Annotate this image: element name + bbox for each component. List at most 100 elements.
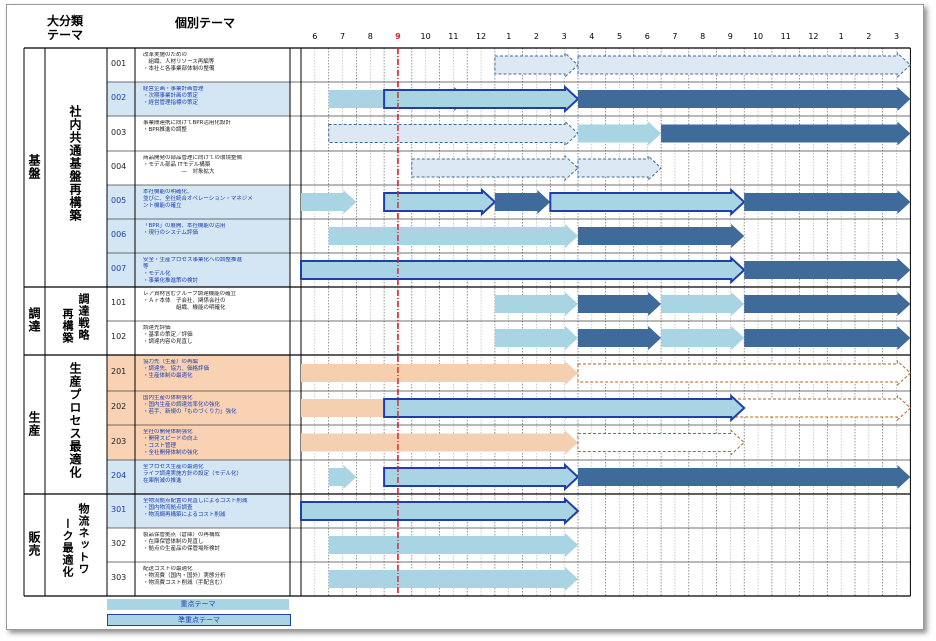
theme-description-line: ・基準の策定／評価	[143, 332, 193, 338]
gantt-arrow	[301, 190, 357, 214]
legend-priority: 重点テーマ	[107, 599, 289, 610]
gantt-arrow	[383, 393, 746, 423]
gantt-arrow	[328, 224, 578, 248]
row-desc-bg	[135, 253, 290, 287]
category-sub-label: 社内共通基盤再構築	[68, 104, 82, 222]
theme-description-line: ・国内生産の調達効率化の強化	[143, 402, 221, 408]
row-num-bg	[107, 321, 135, 355]
legend-semi-priority: 準重点テーマ	[107, 614, 291, 626]
theme-description-line: 国内生産の体制強化	[143, 395, 193, 401]
row-desc-bg	[135, 460, 290, 494]
theme-number: 102	[111, 332, 127, 341]
month-label: 6	[644, 32, 650, 41]
gantt-arrow	[744, 292, 911, 316]
theme-description-line: 等	[143, 264, 149, 270]
theme-description: 本社機能の明確化、 並びに、全社統合オペレーション・マネジメ ント機能の確立	[143, 189, 287, 217]
month-label: 8	[367, 32, 373, 41]
row-desc-bg	[135, 116, 290, 151]
theme-description-line: ・調達内容の見直し	[143, 339, 193, 345]
theme-description-line: ・物流網再構築によるコスト削減	[143, 512, 226, 518]
theme-description-line: ・本社と各事業部体制の整備	[143, 66, 215, 72]
theme-description-line: 商品開発の部品管理に向けての環境整備	[143, 155, 243, 161]
theme-description-line: 改革実施のための	[143, 52, 188, 58]
theme-description: 協力先（生産）の再編 ・調達先、協力、価格評価 ・生産体制の最適化	[143, 359, 287, 389]
month-label: 7	[340, 32, 346, 41]
gantt-arrow	[301, 430, 578, 455]
gantt-arrow	[328, 120, 579, 147]
theme-number: 201	[111, 367, 127, 376]
row-desc-bg	[135, 355, 290, 391]
theme-description-line: ・事業化推進策の検討	[143, 278, 199, 284]
row-desc-bg	[135, 48, 290, 82]
theme-description-line: ・モデル部品 ITモデル構築	[143, 162, 211, 168]
category-sub-label: 調達戦略	[77, 293, 90, 341]
gantt-arrow	[383, 84, 580, 114]
theme-description: レア資材含むグループ調達機能の確立 ・Ａｒ本体 子会社、関係会社の 組織、機能の明…	[143, 291, 287, 319]
gantt-arrow	[578, 465, 911, 489]
row-num-bg	[107, 151, 135, 185]
theme-number: 007	[111, 264, 127, 273]
theme-description-line: ・調達先、協力、価格評価	[143, 366, 210, 372]
theme-description: 全物流拠点配置の見直しによるコスト削減 ・国内物流拠点調査 ・物流網再構築によるコス…	[143, 498, 287, 526]
theme-number: 001	[111, 59, 127, 68]
theme-description-line: ・拠点の生産品の保管場所検討	[143, 546, 221, 552]
gantt-arrow	[744, 190, 911, 214]
theme-description-line: ・開発スピードの向上	[143, 436, 199, 442]
gantt-arrow	[578, 292, 662, 316]
theme-description-line: ・全社開発体制の強化	[143, 450, 199, 456]
row-num-bg	[107, 528, 135, 562]
gantt-arrow	[328, 567, 578, 591]
month-label: 9	[727, 32, 733, 41]
category-label: 販売	[27, 531, 41, 557]
theme-description-line: ・若手、新規の「ものづくり力」強化	[143, 409, 237, 415]
theme-number: 302	[111, 539, 127, 548]
month-label: 5	[617, 32, 623, 41]
theme-description: 調達先評価 ・基準の策定／評価 ・調達内容の見直し	[143, 325, 287, 353]
row-desc-bg	[135, 82, 290, 116]
month-label: 4	[589, 32, 595, 41]
row-num-bg	[107, 82, 135, 116]
theme-description-line: ・Ａｒ本体 子会社、関係会社の	[143, 298, 226, 304]
month-label: 11	[448, 32, 459, 41]
theme-number: 002	[111, 93, 127, 102]
theme-number: 203	[111, 436, 127, 446]
theme-description: 全プロセス生産の最適化 ライフ調達実施方針の設定（モデル化） 在庫削減の推進	[143, 464, 287, 492]
gantt-arrow	[578, 326, 662, 350]
gantt-arrow	[578, 224, 745, 248]
gantt-arrow	[383, 462, 580, 492]
theme-header: 個別テーマ	[174, 16, 235, 30]
row-desc-bg	[135, 287, 290, 321]
category-header-line1: 大分類	[46, 14, 83, 28]
theme-description-line: 組織、人材リソース再編等	[143, 59, 215, 65]
gantt-arrow	[383, 187, 497, 217]
theme-number: 303	[111, 573, 127, 582]
theme-description-line: 経営企画・事業計画管理	[143, 86, 204, 92]
theme-number: 101	[111, 298, 127, 307]
category-sub-label: 生産プロセス最適化	[68, 361, 82, 479]
row-num-bg	[107, 253, 135, 287]
row-desc-bg	[135, 391, 290, 425]
theme-description: 配送コストの最適化 ・物流費（国内・国外）実態分析 ・物流費コスト削減（手配含む）	[143, 566, 287, 594]
gantt-arrow	[577, 429, 745, 456]
theme-number: 006	[111, 230, 127, 239]
row-num-bg	[107, 460, 135, 494]
gantt-arrow	[661, 292, 745, 316]
row-num-bg	[107, 391, 135, 425]
theme-description-line: ・経営管理指標の策定	[143, 100, 199, 106]
theme-description-line: 調達先評価	[143, 325, 171, 331]
gantt-arrow	[301, 361, 578, 385]
row-num-bg	[107, 116, 135, 151]
theme-description-line: 「BPR」の展開、本社機能の活用	[143, 223, 226, 229]
month-label: 12	[475, 32, 487, 41]
row-num-bg	[107, 48, 135, 82]
category-label: 基盤	[27, 153, 41, 180]
gantt-arrow	[549, 187, 746, 217]
theme-description-line: ・BPR推進の調整	[143, 127, 187, 133]
gantt-arrow	[744, 326, 911, 350]
gantt-arrow	[577, 154, 662, 182]
theme-description-line: 事業間連携に向けてBPR活用化設計	[143, 120, 231, 126]
row-desc-bg	[135, 185, 290, 219]
theme-number: 301	[111, 505, 127, 514]
month-label: 6	[312, 32, 318, 41]
month-label: 3	[894, 32, 900, 41]
